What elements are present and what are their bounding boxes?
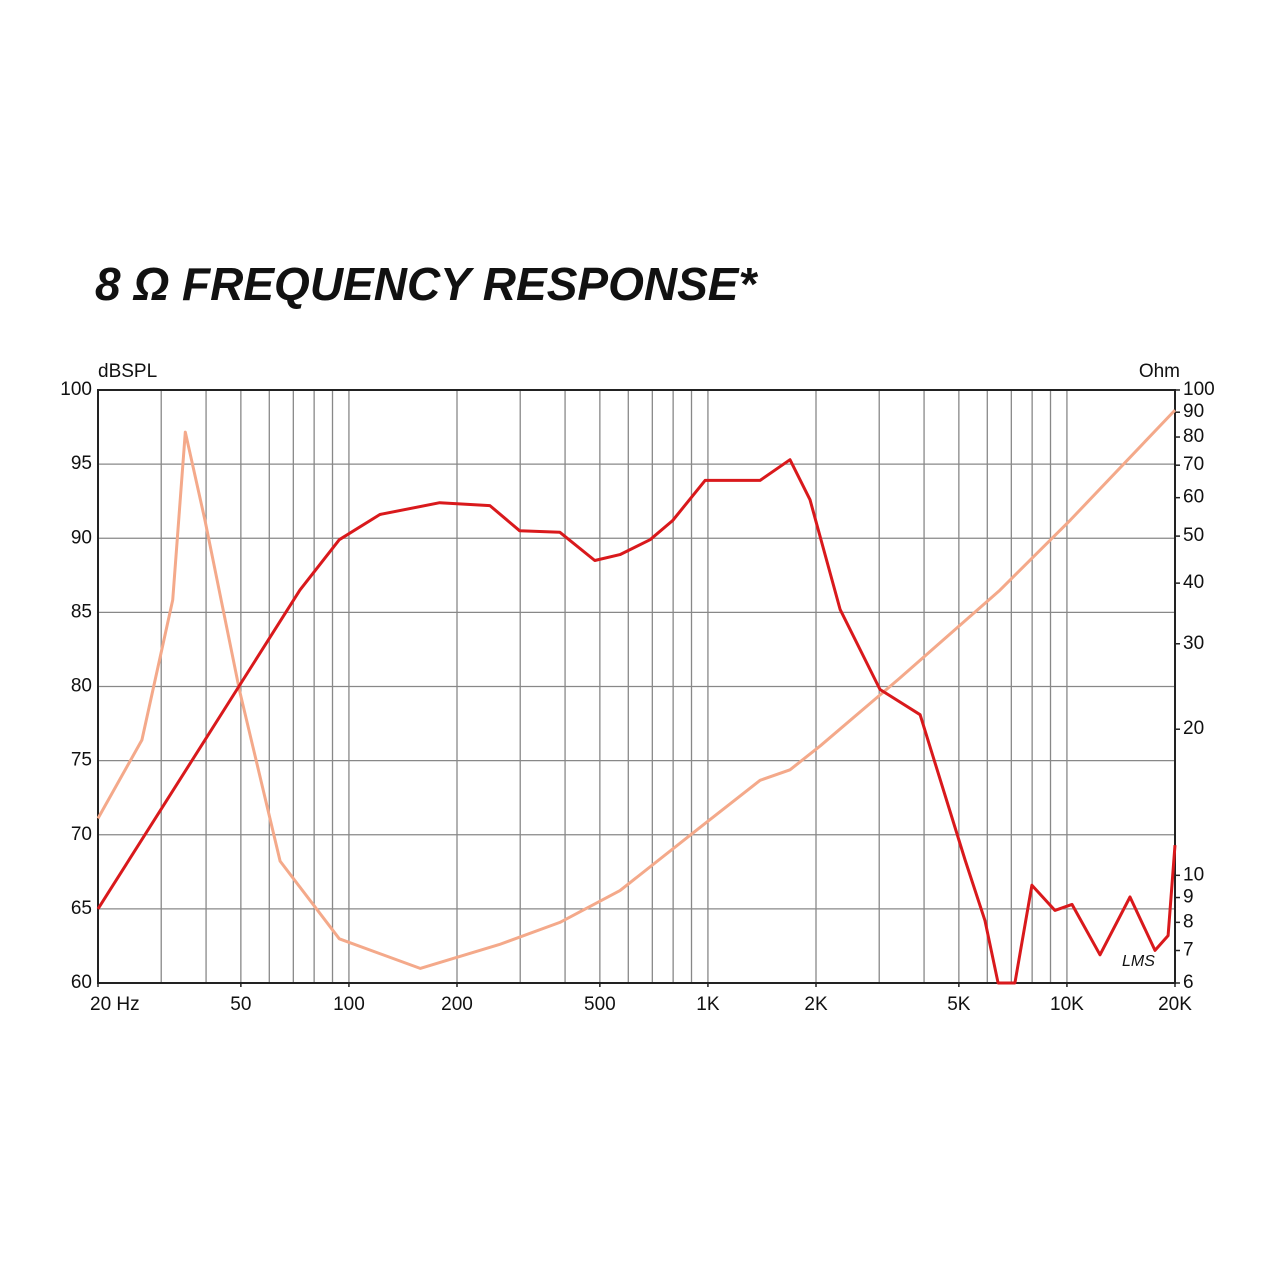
- y2-tick-label: 7: [1183, 940, 1194, 961]
- y-tick-label: 60: [71, 972, 92, 993]
- y-tick-label: 65: [71, 898, 92, 919]
- y2-tick-label: 80: [1183, 426, 1204, 447]
- series-line: [96, 458, 1177, 985]
- y2-tick-label: 10: [1183, 864, 1204, 885]
- y-axis-label: dBSPL: [98, 361, 157, 382]
- y-tick-label: 75: [71, 750, 92, 771]
- series-line: [96, 409, 1177, 970]
- y2-tick-label: 50: [1183, 525, 1204, 546]
- y2-tick-label: 20: [1183, 718, 1204, 739]
- y2-tick-label: 9: [1183, 887, 1194, 908]
- y2-tick-label: 30: [1183, 633, 1204, 654]
- x-tick-label: 20K: [1158, 994, 1192, 1015]
- y-tick-label: 95: [71, 453, 92, 474]
- y-tick-label: 70: [71, 824, 92, 845]
- x-tick-label: 50: [230, 994, 251, 1015]
- signature: LMS: [1122, 953, 1155, 970]
- x-tick-label: 200: [441, 994, 473, 1015]
- y2-tick-label: 60: [1183, 487, 1204, 508]
- y2-tick-label: 6: [1183, 972, 1194, 993]
- x-tick-label: 2K: [804, 994, 828, 1015]
- y2-tick-label: 90: [1183, 401, 1204, 422]
- y2-tick-label: 100: [1183, 379, 1215, 400]
- y-tick-label: 100: [60, 379, 92, 400]
- y2-tick-label: 40: [1183, 572, 1204, 593]
- x-tick-label: 5K: [947, 994, 971, 1015]
- y2-tick-label: 8: [1183, 911, 1194, 932]
- y-tick-label: 90: [71, 527, 92, 548]
- x-tick-label: 500: [584, 994, 616, 1015]
- plot-frame: [97, 389, 1176, 984]
- y-tick-label: 80: [71, 676, 92, 697]
- x-tick-label: 1K: [696, 994, 720, 1015]
- x-tick-label: 20 Hz: [90, 994, 140, 1015]
- y-tick-label: 85: [71, 601, 92, 622]
- chart-title: 8 Ω FREQUENCY RESPONSE*: [95, 258, 758, 310]
- y2-axis-label: Ohm: [1139, 361, 1180, 382]
- y2-tick-label: 70: [1183, 454, 1204, 475]
- x-tick-label: 100: [333, 994, 365, 1015]
- x-tick-label: 10K: [1050, 994, 1084, 1015]
